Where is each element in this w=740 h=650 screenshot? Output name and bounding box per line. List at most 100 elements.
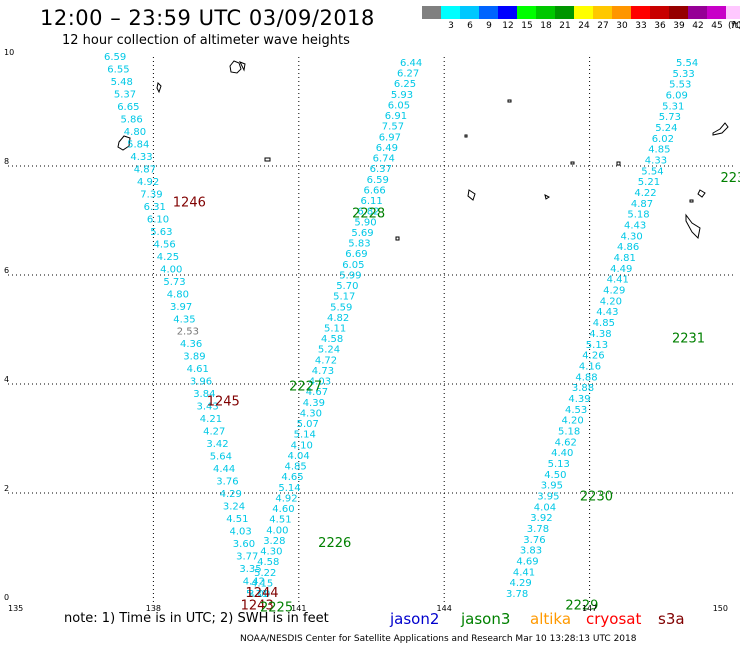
- wave-height-value: 4.85: [593, 318, 615, 329]
- colorbar-label: 33: [635, 21, 647, 31]
- wave-height-value: 4.21: [200, 414, 222, 425]
- colorbar-swatch: [498, 6, 517, 19]
- colorbar-swatch: [612, 6, 631, 19]
- wave-height-value: 5.83: [348, 239, 370, 250]
- island-outline: [570, 161, 575, 165]
- wave-height-value: 6.09: [666, 91, 688, 102]
- colorbar-swatch: [574, 6, 593, 19]
- pass-label: 2226: [318, 536, 351, 551]
- grid-lines: [8, 57, 735, 602]
- pass-label: 2228: [352, 206, 385, 221]
- wave-height-value: 5.13: [548, 459, 570, 470]
- map-title: 12:00 – 23:59 UTC 03/09/2018: [40, 6, 375, 30]
- wave-height-value: 4.00: [160, 264, 182, 275]
- wave-height-value: 4.15: [251, 578, 273, 589]
- map-subtitle: 12 hour collection of altimeter wave hei…: [62, 33, 350, 48]
- wave-height-value: 4.62: [555, 437, 577, 448]
- wave-height-value: 5.73: [659, 112, 681, 123]
- wave-height-value: 6.66: [364, 185, 386, 196]
- wave-height-value: 4.16: [579, 361, 601, 372]
- wave-height-value: 4.26: [582, 351, 604, 362]
- wave-height-value: 5.37: [114, 90, 136, 101]
- wave-height-value: 5.31: [662, 101, 684, 112]
- wave-height-value: 4.25: [157, 252, 179, 263]
- wave-height-value: 4.04: [534, 502, 556, 513]
- pass-label: 2229: [565, 599, 598, 614]
- wave-height-value: 3.88: [572, 383, 594, 394]
- wave-height-value: 5.90: [354, 217, 376, 228]
- wave-height-value: 4.92: [275, 493, 297, 504]
- wave-height-value: 4.81: [614, 253, 636, 264]
- wave-height-value: 4.41: [513, 567, 535, 578]
- wave-height-value: 4.38: [589, 329, 611, 340]
- lon-tick-label: 141: [291, 604, 306, 613]
- wave-height-value: 4.86: [617, 242, 639, 253]
- colorbar-swatch: [517, 6, 536, 19]
- wave-height-value: 6.05: [388, 101, 410, 112]
- colorbar-label: 9: [486, 21, 492, 31]
- wave-height-value: 5.07: [297, 419, 319, 430]
- legend-item: s3a: [658, 610, 685, 628]
- wave-height-value: 5.59: [330, 302, 352, 313]
- wave-height-value: 4.20: [562, 416, 584, 427]
- wave-height-value: 6.97: [379, 132, 401, 143]
- island-outline: [264, 157, 271, 162]
- wave-height-value: 3.84: [193, 389, 215, 400]
- pass-label: 1245: [207, 394, 240, 409]
- axis-tick-labels: 135 138 141 144 147 150 0 2 4 6 8 10: [4, 48, 728, 613]
- wave-height-value: 4.42: [243, 577, 265, 588]
- wave-height-value: 3.43: [197, 402, 219, 413]
- wave-height-value: 5.24: [655, 123, 677, 134]
- lat-tick-label: 2: [4, 484, 9, 493]
- wave-height-value: 5.14: [294, 430, 316, 441]
- colorbar-label: 27: [597, 21, 609, 31]
- wave-height-value: 4.50: [544, 470, 566, 481]
- legend-item: jason2: [390, 610, 440, 628]
- wave-height-value: 5.70: [336, 281, 358, 292]
- colorbar-label: 12: [502, 21, 514, 31]
- colorbar-label: 18: [540, 21, 552, 31]
- wave-height-value: 4.51: [269, 515, 291, 526]
- wave-height-value: 6.69: [345, 249, 367, 260]
- wave-height-value: 5.86: [121, 114, 143, 125]
- colorbar-swatch: [688, 6, 707, 19]
- wave-height-value: 4.39: [568, 394, 590, 405]
- wave-height-value: 7.57: [382, 122, 404, 133]
- wave-height-value: 4.69: [516, 557, 538, 568]
- wave-height-value: 4.58: [257, 557, 279, 568]
- wave-height-value: 5.53: [669, 80, 691, 91]
- wave-height-value: 5.21: [638, 177, 660, 188]
- colorbar-swatch: [555, 6, 574, 19]
- wave-height-value: 5.24: [318, 345, 340, 356]
- wave-height-value: 3.95: [541, 481, 563, 492]
- wave-height-value: 6.55: [107, 65, 129, 76]
- island-outline: [712, 122, 729, 136]
- wave-height-value: 4.04: [288, 451, 310, 462]
- island-outline: [689, 199, 694, 203]
- wave-height-value: 4.67: [306, 387, 328, 398]
- wave-height-value: 4.43: [596, 307, 618, 318]
- wave-height-value: 4.41: [607, 275, 629, 286]
- wave-height-value: 6.10: [147, 214, 169, 225]
- wave-height-value: 5.31: [246, 589, 268, 600]
- wave-height-value: 4.20: [600, 296, 622, 307]
- wave-height-value: 4.49: [610, 264, 632, 275]
- wave-height-value: 5.14: [278, 483, 300, 494]
- wave-height-value: 5.64: [210, 452, 232, 463]
- wave-height-value: 4.30: [300, 409, 322, 420]
- pass-label: 2227: [289, 380, 322, 395]
- wave-height-value: 3.95: [537, 492, 559, 503]
- wave-height-value: 3.76: [216, 477, 238, 488]
- wave-height-value: 3.89: [183, 352, 205, 363]
- wave-height-value: 4.33: [645, 156, 667, 167]
- note-text: note: 1) Time is in UTC; 2) SWH is in fe…: [64, 611, 329, 626]
- wave-height-value: 6.05: [342, 260, 364, 271]
- wave-height-value: 5.17: [333, 292, 355, 303]
- wave-height-value: 4.85: [285, 462, 307, 473]
- pass-label: 2231: [672, 332, 705, 347]
- wave-height-value: 3.42: [206, 439, 228, 450]
- wave-height-value: 4.10: [291, 440, 313, 451]
- colorbar-swatch: [650, 6, 669, 19]
- colorbar-unit: (ft): [728, 21, 740, 31]
